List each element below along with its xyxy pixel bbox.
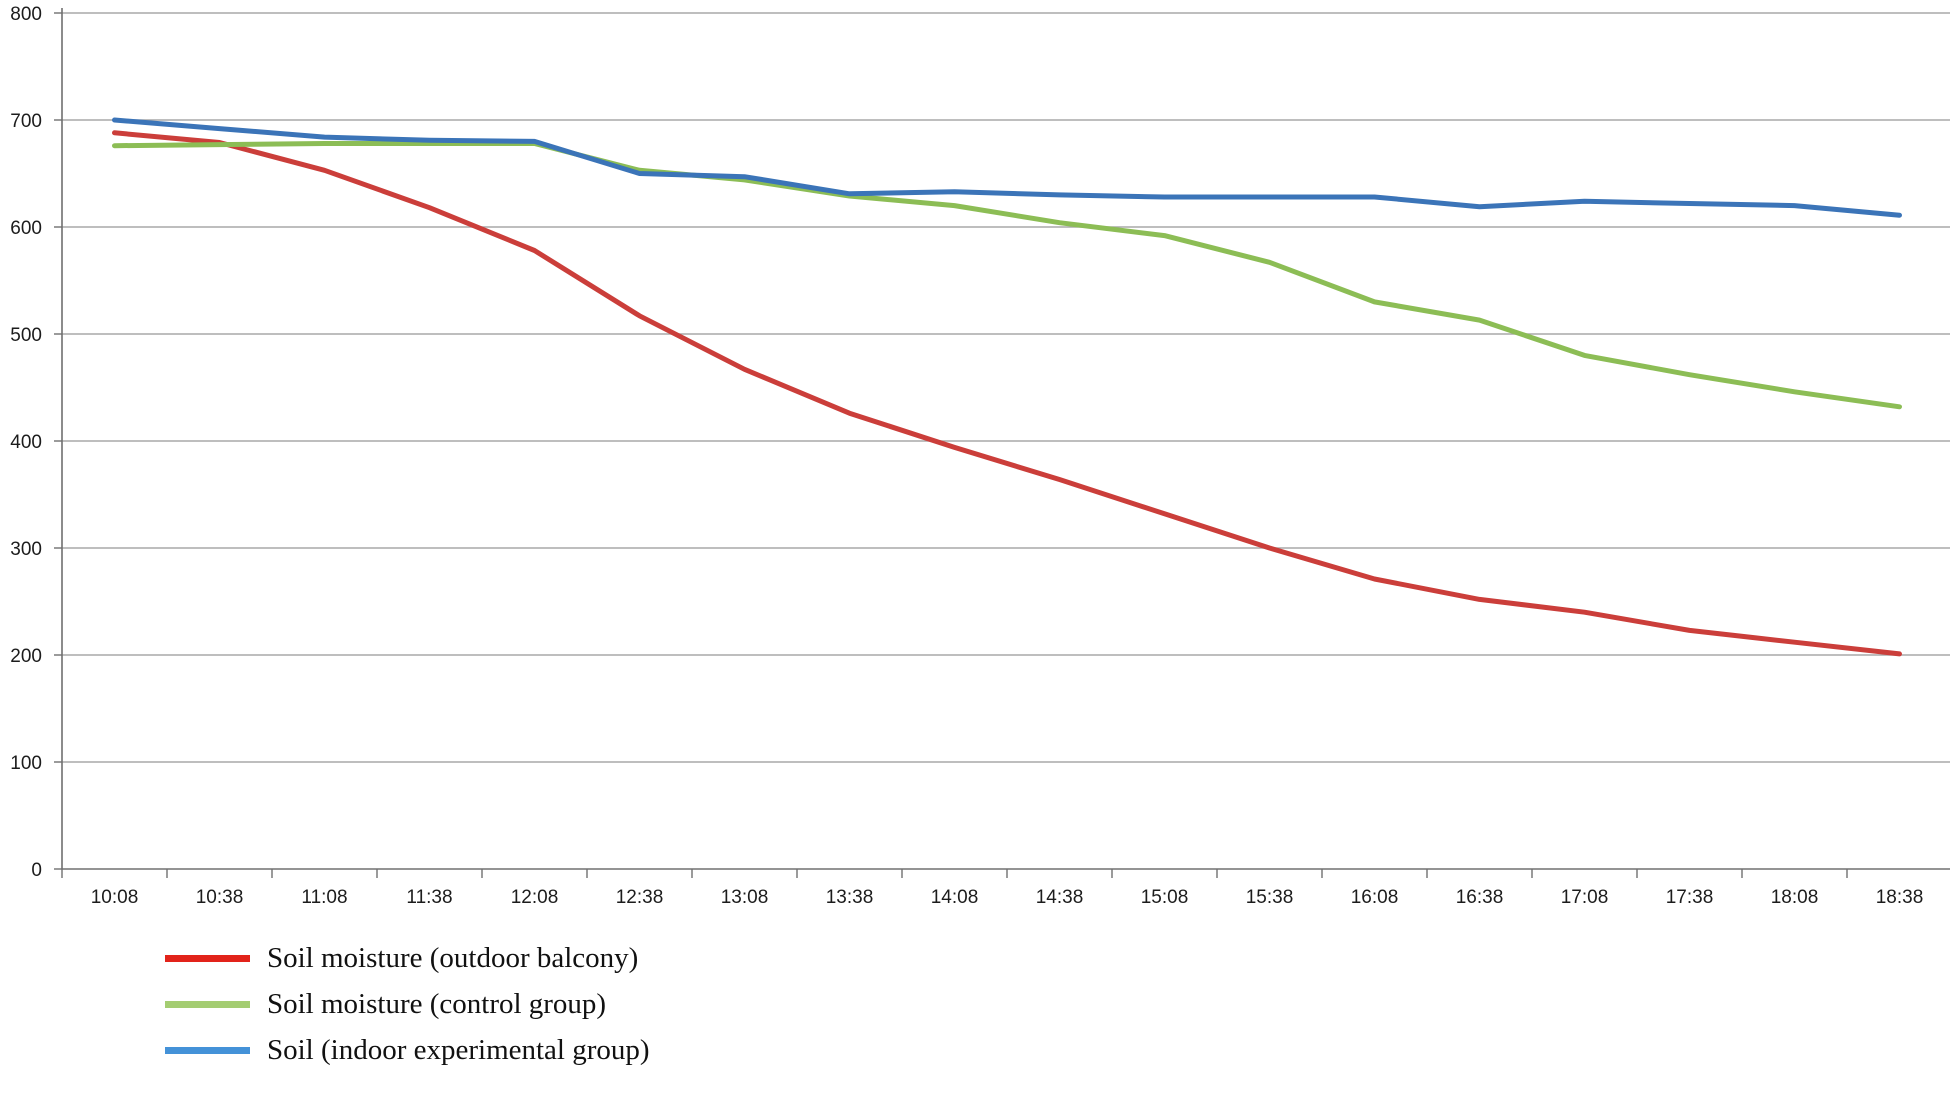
x-axis-tick-label: 11:38: [406, 887, 452, 908]
series-line-1: [112, 141, 1902, 410]
legend-label: Soil (indoor experimental group): [267, 1034, 650, 1066]
x-axis-tick-label: 13:38: [826, 887, 874, 908]
x-axis-tick-label: 11:08: [301, 887, 347, 908]
x-axis-tick-label: 14:08: [931, 887, 979, 908]
y-axis-tick-label: 500: [10, 325, 42, 346]
x-axis-tick-label: 17:08: [1561, 887, 1609, 908]
y-axis-tick-label: 800: [10, 4, 42, 25]
legend-swatch-blue: [165, 1046, 250, 1054]
legend-label: Soil moisture (control group): [267, 988, 607, 1020]
x-axis-tick-label: 16:08: [1351, 887, 1399, 908]
series-line-0: [112, 130, 1902, 657]
x-axis-tick-label: 14:38: [1036, 887, 1084, 908]
y-axis-tick-label: 700: [10, 111, 42, 132]
x-axis-tick-label: 17:38: [1666, 887, 1714, 908]
x-axis-tick-label: 10:08: [91, 887, 139, 908]
x-axis-tick-label: 18:38: [1876, 887, 1924, 908]
y-axis-tick-label: 300: [10, 539, 42, 560]
series-line-2: [112, 117, 1902, 218]
y-axis-tick-label: 200: [10, 646, 42, 667]
y-axis-tick-label: 600: [10, 218, 42, 239]
legend-item-control-group: Soil moisture (control group): [165, 988, 650, 1020]
x-axis-tick-label: 12:38: [616, 887, 664, 908]
legend-swatch-red: [165, 954, 250, 962]
x-axis-tick-label: 15:08: [1141, 887, 1189, 908]
legend: Soil moisture (outdoor balcony) Soil moi…: [165, 942, 650, 1066]
y-axis-tick-label: 0: [31, 860, 42, 881]
x-axis-tick-label: 15:38: [1246, 887, 1294, 908]
y-axis-tick-label: 100: [10, 753, 42, 774]
x-axis-tick-label: 12:08: [511, 887, 559, 908]
legend-item-indoor-experimental: Soil (indoor experimental group): [165, 1034, 650, 1066]
x-axis-tick-label: 16:38: [1456, 887, 1504, 908]
x-axis-tick-label: 10:38: [196, 887, 244, 908]
x-axis-tick-label: 13:08: [721, 887, 769, 908]
legend-swatch-green: [165, 1000, 250, 1008]
legend-label: Soil moisture (outdoor balcony): [267, 942, 639, 974]
legend-item-outdoor-balcony: Soil moisture (outdoor balcony): [165, 942, 650, 974]
y-axis-tick-label: 400: [10, 432, 42, 453]
x-axis-tick-label: 18:08: [1771, 887, 1819, 908]
